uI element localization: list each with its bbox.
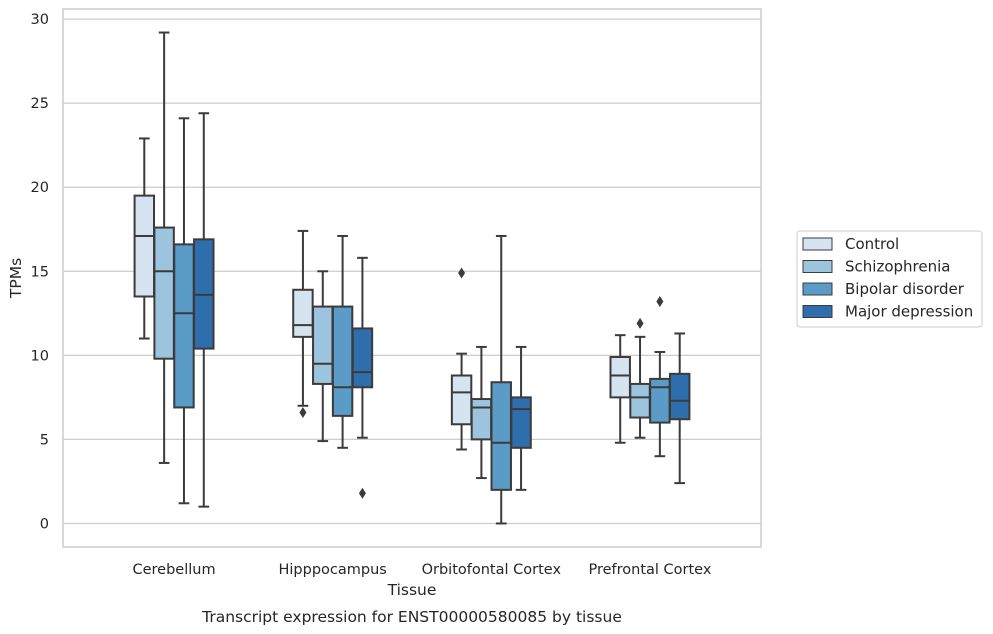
x-tick-label-prefrontal-cortex: Prefrontal Cortex [588,562,711,578]
box-prefrontal-cortex-major-depression [668,332,691,485]
legend-swatch [802,260,833,273]
box-orbitofontal-cortex-major-depression [510,345,532,491]
legend: Control Schizophrenia Bipolar disorder Majo… [796,230,983,328]
box-iqr [668,372,691,421]
box-cerebellum-control [133,137,156,340]
box-orbitofontal-cortex-schizophrenia [470,345,493,480]
legend-label: Schizophrenia [845,258,950,276]
legend-swatch [802,282,833,296]
legend-label: Bipolar disorder [845,280,965,298]
y-tick-label: 20 [31,180,49,196]
chart-title: Transcript expression for ENST0000058008… [201,608,622,626]
x-axis-ticks: Cerebellum Hipppocampus Orbitofontal Corte… [132,562,711,578]
x-tick-label-cerebellum: Cerebellum [132,562,215,578]
outlier-point [299,407,307,418]
y-tick-label: 30 [31,12,49,28]
box-iqr [331,305,354,417]
box-iqr [292,288,314,338]
legend-swatch [802,305,833,318]
box-iqr [173,243,195,409]
legend-item-bipolar-disorder: Bipolar disorder [802,280,965,298]
y-tick-label: 5 [40,432,49,448]
x-axis-title: Tissue [387,581,437,599]
outlier-point [636,317,644,329]
legend-label: Major depression [845,303,973,321]
box-orbitofontal-cortex-bipolar-disorder [490,234,512,525]
box-prefrontal-cortex-schizophrenia [629,317,651,439]
box-iqr [629,382,651,419]
box-orbitofontal-cortex-control [450,267,473,451]
box-cerebellum-major-depression [193,112,215,508]
outlier-point [656,296,664,308]
box-iqr [609,356,631,399]
box-iqr [153,226,175,360]
box-iqr [450,374,473,426]
box-cerebellum-schizophrenia [153,31,175,464]
x-tick-label-orbitofontal-cortex: Orbitofontal Cortex [422,562,562,578]
box-iqr [312,305,334,385]
y-axis-title: TPMs [7,258,25,299]
outlier-point [458,267,466,279]
legend-item-schizophrenia: Schizophrenia [802,258,950,276]
outlier-point [358,487,366,499]
box-iqr [133,194,156,298]
y-tick-label: 0 [40,516,49,532]
x-tick-label-hipppocampus: Hipppocampus [279,562,387,578]
box-iqr [490,381,512,491]
box-iqr [510,396,532,449]
legend-item-control: Control [802,235,899,253]
box-cerebellum-bipolar-disorder [173,117,195,505]
y-tick-label: 10 [31,348,49,364]
legend-label: Control [845,235,899,253]
box-iqr [351,327,374,389]
box-groups [133,31,691,525]
y-tick-label: 15 [31,264,49,280]
box-iqr [649,377,671,424]
plot-frame [62,8,762,548]
box-prefrontal-cortex-bipolar-disorder [649,296,671,458]
y-axis-ticks: 0 5 10 15 20 25 30 [31,12,49,532]
box-prefrontal-cortex-control [609,334,631,444]
box-hipppocampus-bipolar-disorder [331,234,354,449]
legend-swatch [802,237,833,251]
box-iqr [470,398,493,441]
y-tick-label: 25 [31,96,49,112]
legend-frame [796,230,983,328]
legend-item-major-depression: Major depression [802,303,973,321]
box-hipppocampus-major-depression [351,256,374,499]
